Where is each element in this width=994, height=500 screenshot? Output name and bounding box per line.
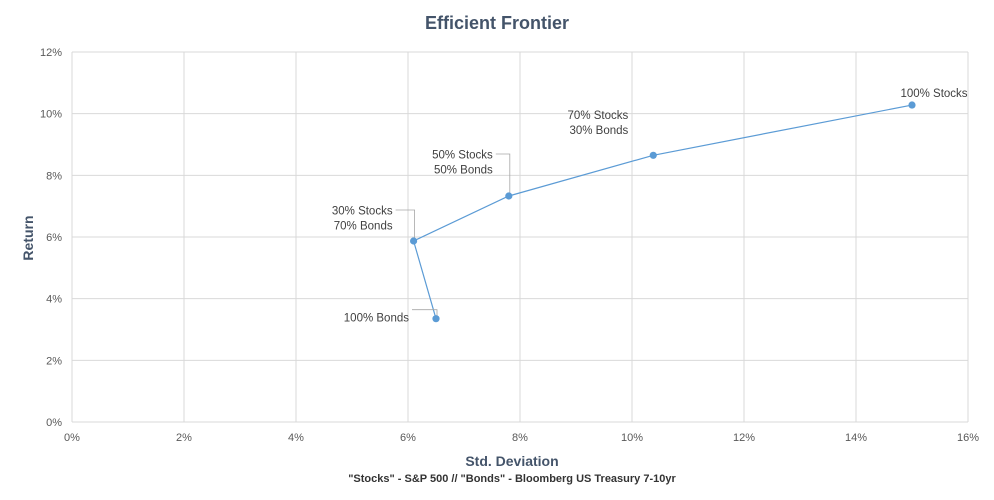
point-label-line: 100% Stocks (900, 88, 967, 100)
y-axis-title: Return (20, 215, 36, 260)
gridlines (71, 51, 969, 423)
point-label-line: 50% Bonds (434, 164, 493, 176)
x-tick-label: 8% (512, 432, 528, 444)
x-tick-label: 16% (957, 432, 979, 444)
point-label: 50% Stocks 50% Bonds (432, 149, 493, 176)
data-point (410, 237, 418, 245)
y-tick-label: 10% (40, 109, 62, 121)
x-tick-label: 10% (621, 432, 643, 444)
x-tick-label: 4% (288, 432, 304, 444)
x-axis-title: Std. Deviation (465, 453, 558, 469)
x-tick-label: 6% (400, 432, 416, 444)
y-tick-label: 0% (46, 417, 62, 429)
point-label: 100% Stocks (900, 88, 967, 100)
point-label: 30% Stocks 70% Bonds (332, 206, 393, 233)
y-tick-label: 2% (46, 355, 62, 367)
frontier-line (412, 104, 913, 319)
label-leader-line (395, 209, 416, 239)
label-leader-line (412, 309, 438, 316)
point-label-line: 50% Stocks (432, 149, 493, 161)
point-label-line: 30% Bonds (569, 125, 628, 137)
x-tick-label: 2% (176, 432, 192, 444)
point-label-line: 70% Stocks (568, 110, 629, 122)
point-label-line: 70% Bonds (334, 221, 393, 233)
y-tick-label: 4% (46, 294, 62, 306)
x-tick-label: 14% (845, 432, 867, 444)
data-point (649, 151, 657, 159)
y-tick-label: 8% (46, 170, 62, 182)
frontier-series-line (412, 104, 913, 319)
data-point (908, 101, 916, 109)
frontier-points (410, 101, 916, 323)
y-tick-label: 12% (40, 47, 62, 59)
label-leaders (395, 153, 511, 316)
point-label-line: 100% Bonds (344, 313, 409, 325)
x-tick-label: 0% (64, 432, 80, 444)
x-tick-label: 12% (733, 432, 755, 444)
source-note: "Stocks" - S&P 500 // "Bonds" - Bloomber… (348, 473, 676, 485)
data-point (505, 192, 513, 200)
label-leader-line (495, 153, 511, 193)
y-tick-labels: 0% 2% 4% 6% 8% 10% 12% (40, 47, 62, 429)
point-label: 70% Stocks 30% Bonds (568, 110, 629, 137)
x-tick-labels: 0% 2% 4% 6% 8% 10% 12% 14% 16% (64, 432, 979, 444)
y-tick-label: 6% (46, 232, 62, 244)
point-label: 100% Bonds (344, 313, 409, 325)
chart-title: Efficient Frontier (425, 13, 569, 33)
data-point (432, 315, 440, 323)
point-label-line: 30% Stocks (332, 206, 393, 218)
